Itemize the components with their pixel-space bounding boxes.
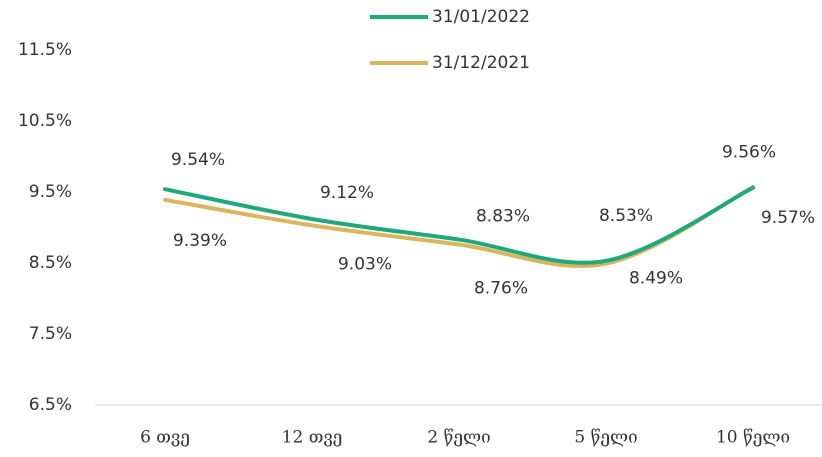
- y-tick-label: 10.5%: [18, 111, 72, 131]
- data-label: 9.56%: [722, 143, 776, 163]
- data-label: 9.39%: [173, 231, 227, 251]
- data-label: 8.49%: [629, 269, 683, 289]
- x-tick-label: 5 წელი: [574, 428, 637, 448]
- data-label: 8.83%: [476, 207, 530, 227]
- y-tick-label: 11.5%: [18, 40, 72, 60]
- data-label: 9.03%: [338, 254, 392, 274]
- y-tick-label: 8.5%: [29, 253, 72, 273]
- data-label: 8.76%: [474, 279, 528, 299]
- x-tick-label: 2 წელი: [427, 428, 490, 448]
- line-series: [163, 185, 755, 269]
- y-tick-label: 7.5%: [29, 324, 72, 344]
- line-series: [163, 185, 755, 265]
- y-tick-label: 6.5%: [29, 395, 72, 415]
- y-tick-label: 9.5%: [29, 182, 72, 202]
- x-tick-label: 10 წელი: [716, 428, 790, 448]
- data-label: 9.54%: [171, 150, 225, 170]
- data-label: 9.12%: [320, 183, 374, 203]
- legend-label: 31/12/2021: [432, 53, 530, 73]
- data-label: 9.57%: [761, 208, 815, 228]
- x-tick-label: 6 თვე: [140, 428, 190, 448]
- legend-label: 31/01/2022: [432, 7, 530, 27]
- x-tick-label: 12 თვე: [282, 428, 343, 448]
- data-label: 8.53%: [599, 206, 653, 226]
